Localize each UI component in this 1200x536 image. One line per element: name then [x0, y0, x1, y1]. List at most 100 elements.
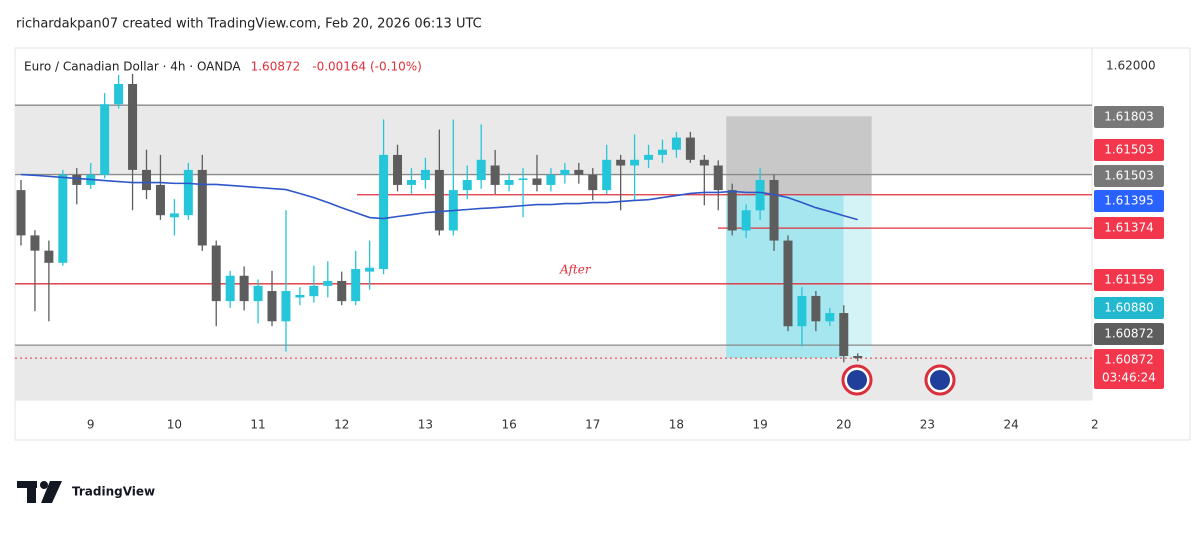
- x-tick-label: 10: [167, 418, 182, 432]
- price-badge: [1094, 165, 1164, 187]
- y-tick-label: 1.62000: [1106, 59, 1156, 73]
- event-icon: [841, 364, 956, 396]
- candle-body: [420, 169, 430, 180]
- candle-body: [839, 313, 849, 356]
- x-tick-label: 18: [669, 418, 684, 432]
- candle-body: [239, 275, 249, 302]
- candle-body: [644, 154, 654, 160]
- candle-body: [713, 165, 723, 191]
- candle-body: [797, 295, 807, 327]
- target-zone: [843, 194, 872, 359]
- x-tick-label: 2: [1091, 418, 1099, 432]
- x-tick-label: 23: [920, 418, 935, 432]
- candle-body: [811, 295, 821, 322]
- price-badge: [1094, 217, 1164, 239]
- annotation: After: [559, 263, 592, 277]
- candle-body: [100, 104, 110, 175]
- x-tick-label: 13: [418, 418, 433, 432]
- candle-body: [671, 137, 681, 150]
- candle-body: [741, 210, 751, 231]
- candle-body: [406, 180, 416, 185]
- price-badge-label: 1.60872: [1104, 327, 1154, 341]
- candle-body: [769, 180, 779, 241]
- price-badge: [1094, 323, 1164, 345]
- x-tick-label: 17: [585, 418, 600, 432]
- price-badge-label: 1.61159: [1104, 273, 1154, 287]
- candle-body: [476, 159, 486, 180]
- candle-body: [434, 169, 444, 231]
- moving-average: [20, 173, 858, 221]
- candle-body: [602, 159, 612, 191]
- x-tick-label: 11: [250, 418, 265, 432]
- candle-body: [727, 190, 737, 231]
- price-badge: [1094, 106, 1164, 128]
- x-tick-label: 12: [334, 418, 349, 432]
- price-badge: [1094, 139, 1164, 161]
- candle-body: [393, 154, 403, 185]
- candle-body: [504, 180, 514, 185]
- candle-body: [267, 291, 277, 322]
- zone: [15, 345, 1092, 400]
- candle-body: [225, 275, 235, 302]
- candle-body: [295, 294, 305, 298]
- frame: [14, 47, 1191, 441]
- candle-body: [16, 190, 26, 236]
- candle-body: [169, 213, 179, 218]
- price-badge: [1094, 269, 1164, 291]
- price-badge-label: 1.61374: [1104, 221, 1154, 235]
- candle-body: [588, 174, 598, 191]
- candle-body: [755, 180, 765, 211]
- candle-body: [853, 356, 863, 359]
- candle-body: [351, 269, 361, 302]
- logo-icon: [17, 481, 62, 503]
- candle-body: [825, 313, 835, 322]
- price-badge-label: 1.61503: [1104, 169, 1154, 183]
- candle-body: [365, 267, 375, 272]
- candle-body: [128, 83, 138, 170]
- candle-body: [211, 245, 221, 302]
- candle-body: [518, 178, 528, 180]
- price-badge-label: 1.61803: [1104, 110, 1154, 124]
- candle-body: [657, 149, 667, 155]
- legend-price: 1.60872: [251, 60, 301, 74]
- x-tick-label: 24: [1003, 418, 1018, 432]
- candle-body: [560, 169, 570, 175]
- candle-body: [532, 178, 542, 185]
- candle-body: [58, 174, 68, 263]
- x-tick-label: 20: [836, 418, 851, 432]
- countdown: 03:46:24: [1102, 371, 1156, 385]
- logo-text: TradingView: [72, 485, 155, 499]
- x-tick-label: 19: [752, 418, 767, 432]
- candle-body: [462, 180, 472, 191]
- candle-body: [630, 159, 640, 166]
- candle-body: [490, 165, 500, 185]
- price-badge-label: 1.61395: [1104, 194, 1154, 208]
- candle-body: [155, 184, 165, 216]
- candle-body: [44, 250, 54, 263]
- plot: 1.62000 9 10 11 12 13 16 17 18 19 20 23 24 2 1.61803 1.…: [15, 59, 1164, 432]
- price-badge-label: 1.60880: [1104, 301, 1154, 315]
- price-badge: [1094, 190, 1164, 212]
- candle-body: [616, 159, 626, 166]
- candle-body: [783, 240, 793, 327]
- candle-body: [197, 169, 207, 246]
- x-tick-label: 16: [501, 418, 516, 432]
- price-badge: [1094, 297, 1164, 319]
- candle-body: [309, 285, 319, 297]
- stop-zone: [726, 116, 872, 195]
- candle-body: [281, 291, 291, 322]
- header: richardakpan07 created with TradingView.…: [16, 17, 482, 32]
- candle-body: [546, 174, 556, 185]
- candle-body: [379, 154, 389, 270]
- candle-body: [574, 169, 584, 175]
- candle-body: [114, 83, 124, 105]
- candle-body: [323, 280, 333, 286]
- candle-body: [142, 169, 152, 191]
- price-badge-label: 1.61503: [1104, 143, 1154, 157]
- candle-body: [30, 235, 40, 251]
- price-badge-label: 1.60872: [1104, 353, 1154, 367]
- candle-body: [253, 285, 263, 302]
- candle-body: [183, 169, 193, 216]
- legend-title: Euro / Canadian Dollar · 4h · OANDA: [24, 60, 241, 74]
